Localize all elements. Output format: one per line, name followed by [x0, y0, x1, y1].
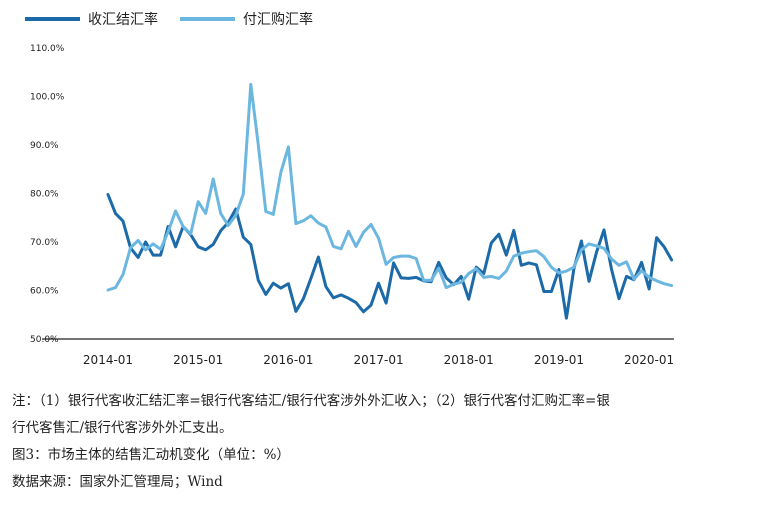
y-tick-label: 50.0%	[30, 335, 59, 345]
y-tick-label: 80.0%	[30, 190, 59, 200]
line-chart: 110.0% 100.0% 90.0% 80.0% 70.0% 60.0% 50.0% 201…	[25, 11, 674, 367]
x-tick-label: 2015-01	[173, 353, 223, 367]
y-tick-label: 60.0%	[30, 287, 59, 297]
series-line-1	[106, 193, 674, 320]
y-tick-label: 100.0%	[30, 93, 65, 103]
x-tick-label: 2017-01	[353, 353, 403, 367]
y-tick-label: 90.0%	[30, 141, 59, 151]
x-tick-label: 2020-01	[624, 353, 674, 367]
y-tick-label: 110.0%	[30, 44, 65, 54]
figure-caption: 图3：市场主体的结售汇动机变化（单位：%）	[12, 447, 290, 463]
legend-label: 付汇购汇率	[243, 11, 313, 28]
note-line-2: 行代客售汇/银行代客涉外外汇支出。	[12, 420, 233, 436]
series-line-2	[106, 82, 674, 292]
y-tick-label: 70.0%	[30, 238, 59, 248]
data-source: 数据来源：国家外汇管理局；Wind	[12, 474, 223, 490]
x-tick-label: 2016-01	[263, 353, 313, 367]
x-tick-label: 2014-01	[83, 353, 133, 367]
legend-label: 收汇结汇率	[88, 11, 158, 28]
x-tick-label: 2019-01	[534, 353, 584, 367]
notes-block: 注：（1）银行代客收汇结汇率=银行代客结汇/银行代客涉外外汇收入；（2）银行代客…	[12, 388, 752, 496]
chart-area: 110.0% 100.0% 90.0% 80.0% 70.0% 60.0% 50.0% 201…	[25, 11, 674, 367]
x-tick-label: 2018-01	[444, 353, 494, 367]
note-line-1: 注：（1）银行代客收汇结汇率=银行代客结汇/银行代客涉外外汇收入；（2）银行代客…	[12, 393, 610, 409]
